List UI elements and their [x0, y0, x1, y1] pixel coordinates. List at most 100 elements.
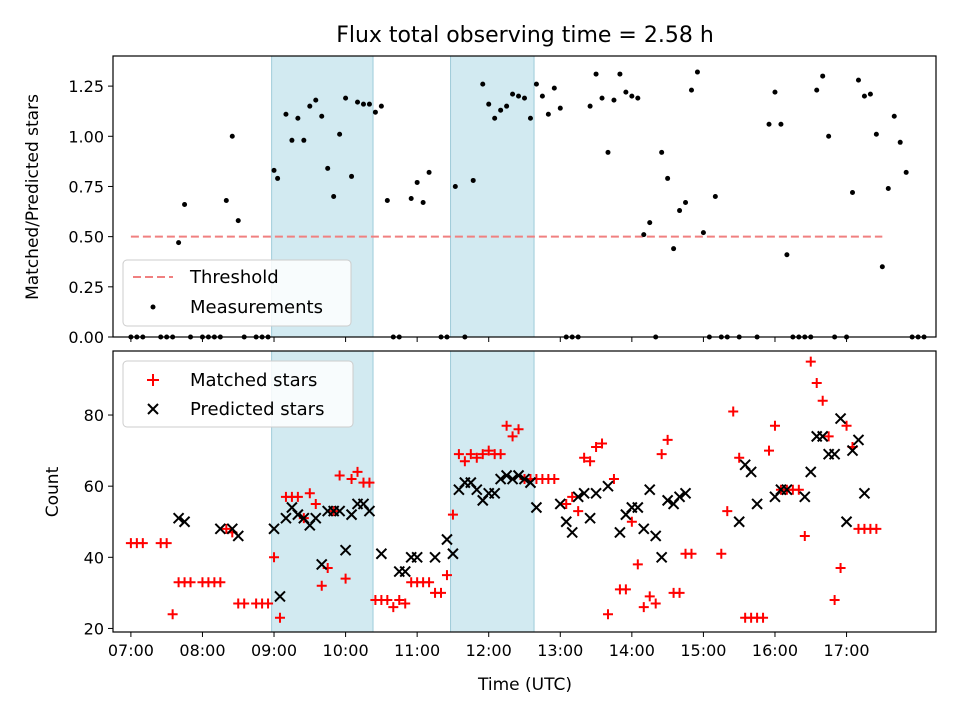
- predicted-star-point: [512, 469, 525, 482]
- legend-measurement-marker: [150, 304, 156, 310]
- measurement-point: [772, 89, 778, 95]
- predicted-star-point: [429, 551, 441, 564]
- measurement-point: [557, 105, 563, 111]
- x-tick-label: 17:00: [823, 641, 869, 660]
- matched-star-point: [608, 474, 619, 485]
- predicted-star-point: [333, 505, 346, 517]
- matched-star-point: [346, 474, 357, 485]
- matched-star-point: [835, 562, 846, 573]
- predicted-star-point: [530, 501, 543, 514]
- measurement-point: [360, 101, 366, 107]
- predicted-star-point: [524, 476, 537, 489]
- x-tick-label: 09:00: [251, 641, 297, 660]
- matched-star-point: [734, 452, 745, 463]
- measurement-point: [891, 113, 897, 119]
- y-axis-ratio: 0.00 0.25 0.50 0.75 1.00 1.25: [68, 77, 113, 347]
- matched-star-point: [471, 452, 482, 463]
- x-axis-time: 07:00 08:00 09:00 10:00 11:00 12:00 13:00 14:00…: [108, 632, 870, 660]
- predicted-star-point: [614, 526, 626, 539]
- predicted-star-point: [805, 466, 817, 478]
- observing-interval: [450, 55, 535, 338]
- x-tick-label: 16:00: [752, 641, 798, 660]
- legend-predicted-label: Predicted stars: [190, 399, 324, 420]
- predicted-star-point: [399, 565, 411, 578]
- measurement-point: [867, 91, 873, 97]
- matched-star-point: [662, 434, 673, 445]
- measurement-point: [366, 101, 372, 107]
- predicted-star-point: [292, 508, 304, 521]
- matched-star-point: [799, 530, 810, 541]
- y-tick-label: 20: [84, 619, 104, 638]
- x-tick-label: 15:00: [680, 641, 726, 660]
- measurement-point: [593, 71, 599, 77]
- matched-star-point: [334, 470, 345, 481]
- y-tick-label: 0.75: [68, 177, 104, 196]
- legend-threshold-label: Threshold: [189, 267, 279, 288]
- predicted-star-point: [447, 548, 459, 560]
- matched-star-point: [477, 449, 488, 460]
- matched-star-point: [716, 548, 727, 559]
- measurement-point: [903, 169, 909, 175]
- measurement-point: [599, 95, 605, 101]
- predicted-star-point: [506, 473, 519, 485]
- matched-star-point: [364, 477, 375, 488]
- matched-star-point: [728, 406, 739, 417]
- predicted-star-point: [858, 487, 871, 499]
- matched-star-point: [424, 577, 435, 588]
- y-tick-label: 40: [84, 548, 104, 567]
- matched-star-point: [656, 449, 667, 460]
- matched-star-point: [585, 456, 596, 467]
- matched-star-point: [632, 559, 643, 570]
- measurement-point: [861, 93, 867, 99]
- matched-star-point: [769, 420, 780, 431]
- matched-star-point: [626, 516, 637, 527]
- measurement-point: [784, 252, 790, 258]
- count-legend: Matched stars Predicted stars: [122, 360, 354, 428]
- predicted-star-point: [602, 480, 614, 492]
- ratio-legend: Threshold Measurements: [122, 259, 352, 327]
- matched-star-point: [340, 573, 351, 584]
- legend-predicted-marker: [147, 403, 159, 415]
- matched-star-point: [805, 356, 816, 367]
- predicted-star-point: [649, 530, 662, 542]
- matched-star-point: [602, 609, 613, 620]
- measurement-point: [897, 139, 903, 145]
- predicted-star-point: [500, 469, 513, 482]
- matched-star-point: [758, 612, 769, 623]
- measurement-point: [313, 97, 319, 103]
- measurement-point: [384, 198, 390, 204]
- matched-star-point: [823, 431, 834, 442]
- matched-star-point: [597, 438, 608, 449]
- predicted-star-point: [840, 516, 853, 528]
- measurement-point: [295, 115, 301, 121]
- y-axis-count: 20 40 60 80: [84, 406, 113, 638]
- predicted-star-point: [638, 523, 650, 535]
- predicted-star-point: [751, 498, 763, 510]
- measurement-point: [629, 93, 635, 99]
- measurement-point: [271, 167, 277, 173]
- measurement-point: [470, 177, 476, 183]
- measurement-point: [331, 194, 337, 199]
- predicted-star-point: [679, 487, 692, 499]
- predicted-star-point: [560, 516, 572, 528]
- measurement-point: [522, 95, 527, 101]
- predicted-star-point: [363, 505, 376, 517]
- matched-star-point: [436, 587, 447, 598]
- measurement-point: [337, 131, 343, 137]
- measurement-point: [641, 232, 647, 238]
- matched-star-point: [722, 506, 733, 517]
- predicted-star-point: [584, 512, 596, 524]
- predicted-star-point: [232, 530, 244, 542]
- measurement-point: [551, 85, 557, 91]
- x-axis-label: Time (UTC): [477, 675, 572, 695]
- matched-star-point: [591, 442, 602, 453]
- count-legend-box: [122, 360, 354, 428]
- measurement-point: [766, 121, 772, 127]
- matched-star-point: [465, 449, 476, 460]
- ratio-legend-box: [122, 259, 352, 327]
- measurement-point: [414, 179, 420, 185]
- measurement-point: [343, 95, 349, 101]
- predicted-star-point: [846, 444, 859, 457]
- measurement-point: [176, 240, 182, 246]
